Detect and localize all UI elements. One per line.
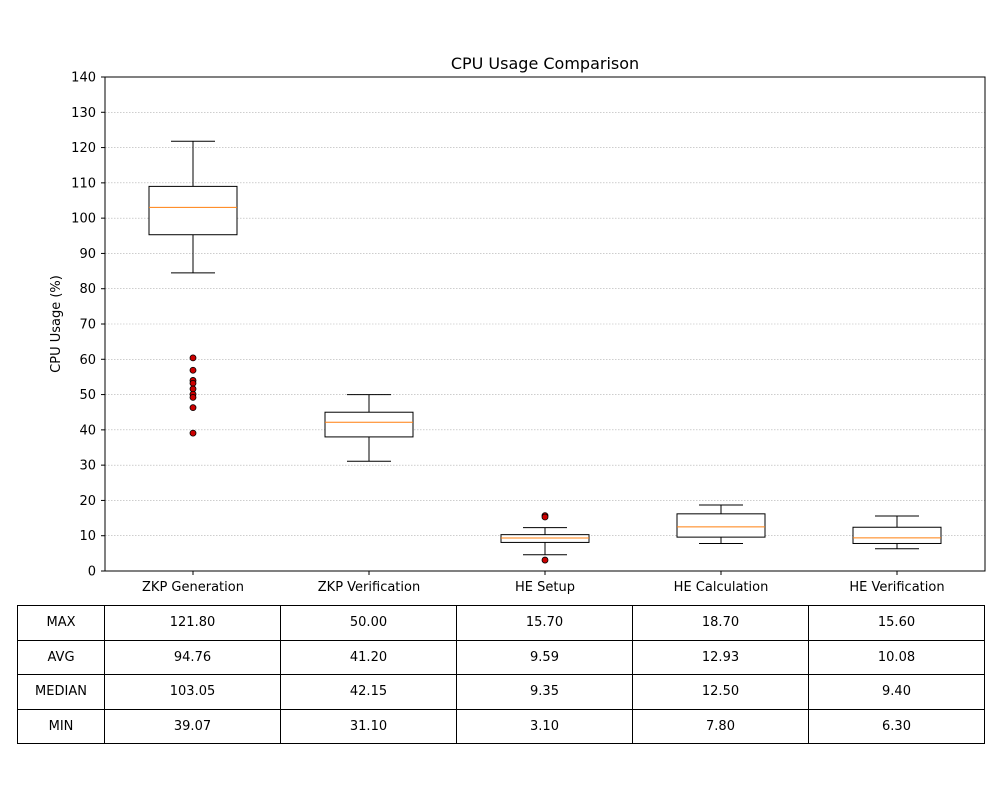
y-tick-label: 10 (79, 529, 96, 544)
table-row: MAX 121.80 50.00 15.70 18.70 15.60 (17, 605, 985, 641)
box-2 (324, 394, 414, 462)
table-cell: 12.50 (632, 674, 809, 710)
stats-table: MAX 121.80 50.00 15.70 18.70 15.60 AVG 94.76 41.… (17, 605, 985, 745)
x-tick-label: HE Calculation (674, 580, 769, 595)
table-cell: 121.80 (104, 605, 281, 641)
row-label: AVG (17, 639, 105, 676)
table-cell: 39.07 (104, 708, 281, 745)
iqr-box (500, 534, 590, 543)
y-tick-label: 100 (71, 212, 96, 227)
x-axis: ZKP Generation ZKP Verification HE Setup HE… (142, 571, 945, 595)
y-axis: 0 10 20 30 40 50 60 70 80 90 100 110 120 130 140 (71, 71, 105, 580)
table-cell: 6.30 (808, 708, 985, 745)
table-cell: 18.70 (632, 605, 809, 641)
box-4 (676, 504, 766, 544)
cpu-usage-box-chart: CPU Usage Comparison CPU Usage (%) 0 10 20… (49, 54, 986, 595)
box-series (148, 140, 942, 564)
y-tick-label: 110 (71, 176, 96, 191)
table-cell: 9.59 (456, 639, 633, 676)
y-tick-label: 70 (79, 318, 96, 333)
table-cell: 103.05 (104, 674, 281, 710)
outlier-point (189, 379, 197, 387)
outlier-point (189, 354, 197, 362)
x-tick-label: HE Setup (515, 580, 575, 595)
x-tick-label: HE Verification (849, 580, 944, 595)
iqr-box (324, 411, 414, 438)
box-5 (852, 515, 942, 550)
table-cell: 10.08 (808, 639, 985, 676)
x-tick-label: ZKP Verification (318, 580, 420, 595)
table-cell: 12.93 (632, 639, 809, 676)
table-cell: 9.35 (456, 674, 633, 710)
y-axis-label: CPU Usage (%) (49, 275, 64, 373)
chart-title: CPU Usage Comparison (451, 54, 639, 73)
y-tick-label: 140 (71, 71, 96, 86)
table-cell: 15.60 (808, 605, 985, 641)
row-label: MIN (17, 708, 105, 745)
table-row: AVG 94.76 41.20 9.59 12.93 10.08 (17, 639, 985, 676)
table-cell: 7.80 (632, 708, 809, 745)
outlier-point (189, 366, 197, 374)
iqr-box (676, 513, 766, 538)
y-tick-label: 130 (71, 106, 96, 121)
table-cell: 31.10 (280, 708, 457, 745)
table-row: MIN 39.07 31.10 3.10 7.80 6.30 (17, 708, 985, 745)
y-tick-label: 30 (79, 459, 96, 474)
iqr-box (852, 526, 942, 544)
y-tick-label: 50 (79, 388, 96, 403)
iqr-box (148, 185, 238, 236)
grid-lines (105, 76, 985, 572)
y-tick-label: 120 (71, 141, 96, 156)
y-tick-label: 0 (88, 565, 96, 580)
table-cell: 9.40 (808, 674, 985, 710)
box-1 (148, 140, 238, 437)
table-cell: 41.20 (280, 639, 457, 676)
y-tick-label: 20 (79, 494, 96, 509)
table-cell: 42.15 (280, 674, 457, 710)
box-3 (500, 512, 590, 564)
outlier-point (541, 556, 549, 564)
outlier-point (189, 393, 197, 401)
outlier-point (541, 513, 549, 521)
row-label: MAX (17, 605, 105, 641)
table-cell: 15.70 (456, 605, 633, 641)
y-tick-label: 80 (79, 282, 96, 297)
table-cell: 50.00 (280, 605, 457, 641)
table-cell: 94.76 (104, 639, 281, 676)
outlier-point (189, 429, 197, 437)
y-tick-label: 90 (79, 247, 96, 262)
y-tick-label: 60 (79, 353, 96, 368)
table-cell: 3.10 (456, 708, 633, 745)
outlier-point (189, 404, 197, 412)
y-tick-label: 40 (79, 423, 96, 438)
x-tick-label: ZKP Generation (142, 580, 244, 595)
plot-frame (104, 76, 986, 572)
row-label: MEDIAN (17, 674, 105, 710)
table-row: MEDIAN 103.05 42.15 9.35 12.50 9.40 (17, 674, 985, 710)
